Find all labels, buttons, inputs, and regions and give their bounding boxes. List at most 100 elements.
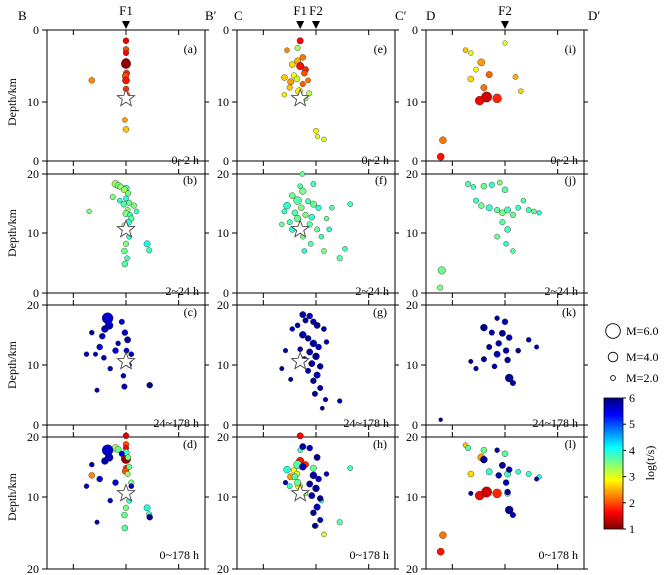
- event-point: [281, 74, 288, 81]
- event-point: [125, 454, 132, 461]
- event-point: [437, 266, 446, 275]
- event-point: [294, 479, 302, 487]
- event-point: [480, 182, 488, 190]
- fault-label: F2: [309, 3, 323, 18]
- event-point: [468, 358, 474, 364]
- event-point: [308, 213, 315, 221]
- y-tick-label: 0: [223, 23, 229, 37]
- event-point: [525, 471, 532, 477]
- event-point: [126, 463, 133, 470]
- panel-label: (l): [565, 437, 576, 451]
- event-point: [293, 196, 302, 205]
- panel-label: (e): [374, 42, 387, 56]
- panel: 0 10 20 (l) 0~178 h: [406, 418, 588, 575]
- event-point: [499, 219, 506, 226]
- colorbar-tick-label: 1: [629, 522, 635, 536]
- panel-label: (i): [565, 42, 576, 56]
- time-window-label: 2~24 h: [545, 284, 579, 298]
- y-tick-label: 20: [27, 167, 39, 181]
- panel-label: (b): [183, 173, 197, 187]
- event-point: [306, 348, 314, 356]
- y-axis-title: Depth/km: [5, 208, 19, 257]
- panel: 0 10 20 (i) 0~2 h: [406, 23, 588, 181]
- event-point: [496, 179, 503, 186]
- data-points: [83, 432, 153, 532]
- event-point: [502, 347, 510, 354]
- event-point: [294, 45, 301, 52]
- event-point: [509, 380, 516, 387]
- event-point: [299, 187, 307, 195]
- event-point: [465, 180, 472, 187]
- y-tick-label: 20: [27, 298, 39, 312]
- event-point: [515, 347, 522, 354]
- event-point: [299, 443, 307, 450]
- event-point: [321, 531, 327, 538]
- event-point: [515, 468, 522, 475]
- x-tick-label: 10: [173, 573, 185, 575]
- y-tick-label: 0: [223, 418, 229, 432]
- x-tick-label: −10: [254, 573, 273, 575]
- event-point: [305, 198, 311, 205]
- event-point: [101, 457, 109, 465]
- data-points: [282, 432, 354, 538]
- x-axis-labels: −10010−10010−10010Distance/kmDistance/km…: [64, 573, 564, 575]
- event-point: [294, 215, 302, 223]
- event-point: [124, 471, 131, 477]
- event-point: [502, 479, 510, 486]
- event-point: [329, 205, 335, 211]
- event-point: [116, 197, 123, 204]
- event-point: [112, 347, 119, 354]
- event-point: [486, 344, 493, 351]
- event-point: [281, 92, 288, 98]
- event-point: [299, 311, 307, 318]
- colorbar-tick-label: 3: [629, 470, 635, 484]
- event-point: [308, 360, 316, 367]
- panel: 0 10 20 (f) 2~24 h: [217, 154, 399, 312]
- event-point: [310, 377, 317, 384]
- event-point: [439, 531, 447, 539]
- event-point: [304, 335, 312, 342]
- event-point: [534, 344, 540, 350]
- event-point: [143, 240, 151, 248]
- event-point: [114, 446, 122, 453]
- event-point: [313, 453, 321, 461]
- event-point: [509, 512, 516, 519]
- event-point: [494, 315, 500, 321]
- y-tick-label: 0: [412, 154, 418, 168]
- y-axis-title: Depth/km: [5, 472, 19, 521]
- event-point: [143, 504, 151, 512]
- event-point: [289, 192, 296, 199]
- data-points: [281, 37, 327, 143]
- event-point: [468, 490, 474, 496]
- panel: 0 10 20 (e) 0~2 h: [217, 23, 399, 181]
- event-point: [317, 385, 324, 392]
- event-point: [526, 337, 532, 343]
- event-point: [321, 326, 327, 332]
- event-point: [481, 486, 492, 498]
- event-point: [477, 58, 486, 67]
- event-point: [315, 204, 322, 211]
- event-point: [306, 90, 313, 97]
- event-point: [121, 260, 129, 268]
- event-point: [306, 480, 314, 488]
- panel: 0 10 20 (b) 2~24 h: [27, 154, 209, 312]
- event-point: [283, 465, 291, 474]
- event-point: [86, 208, 92, 215]
- event-point: [291, 209, 299, 217]
- event-point: [298, 204, 305, 212]
- event-point: [515, 204, 522, 211]
- event-point: [297, 346, 304, 353]
- section-label: B′: [205, 8, 217, 23]
- event-point: [470, 184, 477, 190]
- event-point: [437, 284, 444, 291]
- event-point: [309, 471, 318, 480]
- event-point: [146, 382, 153, 389]
- event-point: [115, 340, 121, 347]
- event-point: [501, 450, 509, 457]
- y-tick-label: 10: [27, 226, 39, 240]
- event-point: [336, 519, 343, 526]
- event-point: [296, 432, 304, 440]
- fault-label: F1: [293, 3, 307, 18]
- colorbar: 1 2 3 4 5 6 log(t/s): [603, 391, 657, 536]
